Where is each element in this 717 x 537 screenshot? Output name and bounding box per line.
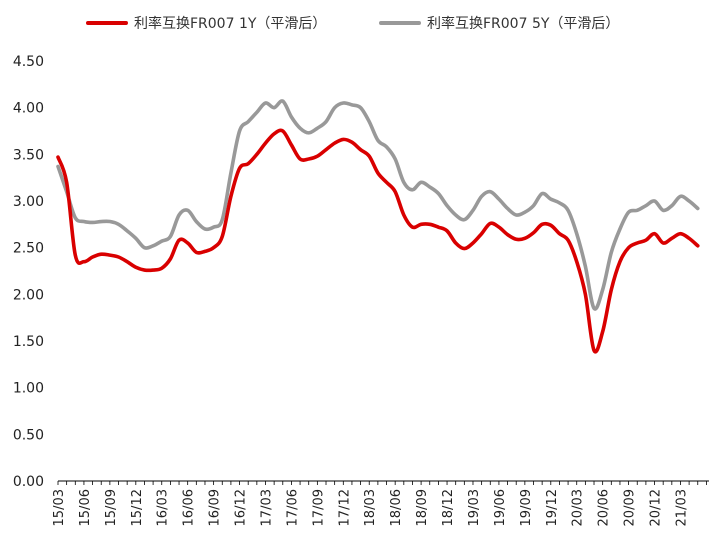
x-tick-label: 21/03 [674,489,689,526]
x-tick-label: 17/12 [337,489,352,526]
y-tick-label: 3.50 [13,147,44,163]
legend-swatch-1y [86,21,128,25]
x-tick-label: 15/06 [78,489,93,526]
x-tick-label: 15/12 [130,489,145,526]
y-tick-label: 0.50 [13,427,44,443]
y-axis-labels: 0.00 0.50 1.00 1.50 2.00 2.50 3.00 3.50 4.00 4.50 [13,54,44,490]
legend-item-1y: 利率互换FR007 1Y（平滑后） [86,11,326,35]
x-tick-label: 18/09 [415,489,430,526]
x-tick-label: 18/12 [441,489,456,526]
y-tick-label: 2.00 [13,287,44,303]
x-tick-label: 19/03 [467,489,482,526]
x-tick-label: 17/03 [259,489,274,526]
y-tick-label: 4.50 [13,54,44,70]
x-tick-label: 18/06 [389,489,404,526]
x-tick-label: 15/03 [52,489,67,526]
series-layer [56,99,700,354]
x-tick-label: 18/03 [363,489,378,526]
y-tick-label: 1.50 [13,334,44,350]
x-tick-label: 20/09 [623,489,638,526]
legend-swatch-5y [379,21,421,25]
x-tick-label: 16/06 [182,489,197,526]
legend-label-5y: 利率互换FR007 5Y（平滑后） [427,16,620,32]
x-tick-label: 20/12 [649,489,664,526]
x-tick-label: 15/09 [104,489,119,526]
y-tick-label: 1.00 [13,381,44,397]
y-tick-label: 0.00 [13,474,44,490]
x-tick-label: 20/06 [597,489,612,526]
y-tick-label: 3.00 [13,194,44,210]
x-tick-label: 17/09 [311,489,326,526]
x-tick-label: 16/09 [208,489,223,526]
x-tick-label: 16/03 [156,489,171,526]
legend-item-5y: 利率互换FR007 5Y（平滑后） [379,11,619,35]
y-tick-label: 4.00 [13,101,44,117]
x-axis: 15/03 15/06 15/09 15/12 16/03 16/06 16/09 16/12… [52,480,709,526]
x-tick-label: 16/12 [234,489,249,526]
x-tick-label: 19/09 [519,489,534,526]
legend-label-1y: 利率互换FR007 1Y（平滑后） [134,16,327,32]
series-line-5y [56,99,700,311]
x-tick-label: 20/03 [571,489,586,526]
y-tick-label: 2.50 [13,241,44,257]
x-tick-label: 19/12 [545,489,560,526]
x-tick-label: 19/06 [493,489,508,526]
x-tick-label: 17/06 [285,489,300,526]
series-line-1y [56,128,700,354]
